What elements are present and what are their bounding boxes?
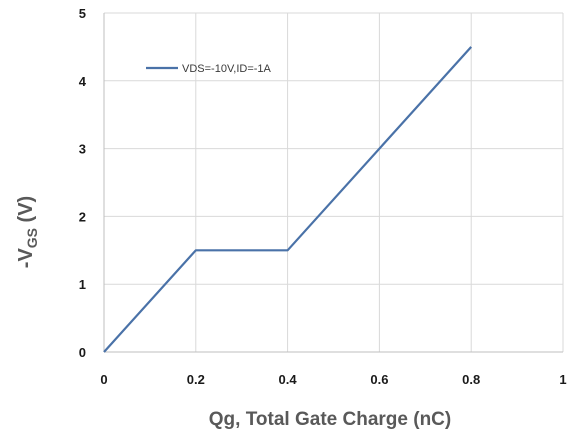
y-axis-title: -VGS (V): [15, 196, 40, 268]
x-tick-label: 0.8: [462, 372, 480, 387]
x-tick-label: 0: [100, 372, 107, 387]
x-axis-title: Qg, Total Gate Charge (nC): [209, 409, 451, 430]
x-tick-label: 0.2: [187, 372, 205, 387]
grid: [104, 12, 564, 352]
y-axis-title-prefix: -V: [15, 248, 37, 269]
series-line: [103, 46, 473, 353]
legend-label: VDS=-10V,ID=-1A: [182, 63, 272, 75]
x-tick-label: 0.4: [279, 372, 298, 387]
y-axis-title-subscript: GS: [24, 228, 40, 248]
y-tick-label: 5: [79, 6, 86, 21]
y-axis-title-suffix: (V): [15, 196, 37, 228]
series: [103, 46, 473, 353]
tick-labels: 0 0.2 0.4 0.6 0.8 1 0 1 2 3 4 5: [79, 6, 567, 387]
y-tick-label: 4: [79, 74, 87, 89]
axes: [103, 13, 563, 353]
x-tick-label: 1: [559, 372, 566, 387]
legend: VDS=-10V,ID=-1A: [146, 63, 272, 75]
y-tick-label: 3: [79, 142, 86, 157]
y-tick-label: 1: [79, 277, 86, 292]
y-tick-label: 0: [79, 345, 86, 360]
x-tick-label: 0.6: [370, 372, 388, 387]
y-tick-label: 2: [79, 209, 86, 224]
